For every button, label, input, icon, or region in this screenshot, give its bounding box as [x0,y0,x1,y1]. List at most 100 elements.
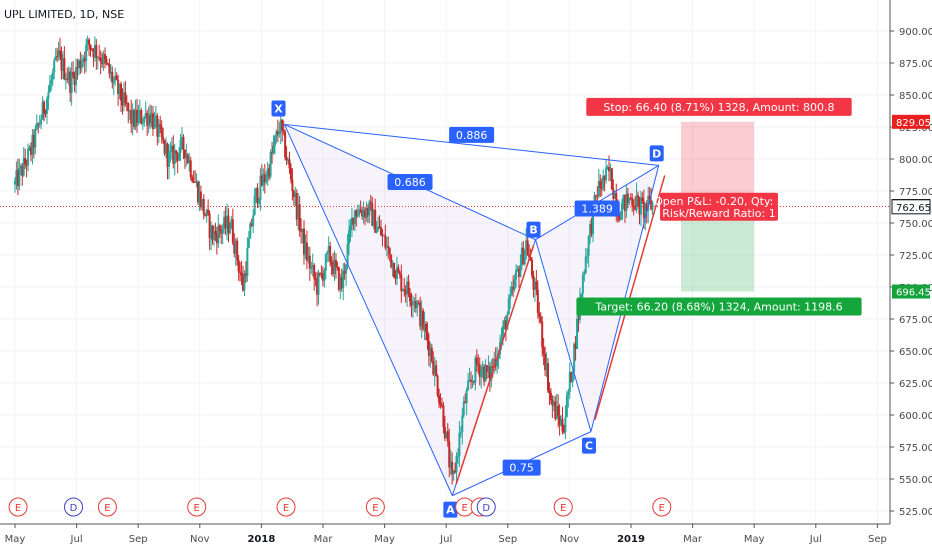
pattern-point-a[interactable] [443,501,458,518]
candle-body [246,247,249,277]
dividend-icon[interactable] [64,497,84,517]
pattern-point-x[interactable] [271,100,286,117]
candle-body [316,280,319,295]
pattern-point-label: D [652,147,661,160]
candle-body [519,265,522,277]
candle-body [436,376,439,396]
candle-body [406,281,409,295]
candle-body [603,175,606,181]
candle-body [122,92,125,106]
candle-body [326,251,329,254]
candle-body [146,112,149,126]
candle-body [305,242,308,261]
candle-body [510,286,513,295]
earnings-icon[interactable] [652,497,672,517]
x-tick-label: Mar [683,534,703,545]
candle-body [417,302,420,304]
pattern-point-b[interactable] [526,221,541,238]
candle-body [117,79,120,94]
pattern-point-label: B [529,224,537,237]
candle-body [265,178,268,183]
price-axis[interactable] [890,0,932,550]
candle-body [63,58,66,80]
candle-body [618,212,621,221]
candle-body [385,246,388,248]
candle-body [74,67,77,86]
candle-body [292,191,295,198]
candle-body [592,205,595,235]
candle-body [532,275,535,290]
candle-body [345,264,348,274]
candle-body [561,419,564,432]
candle-body [429,347,432,356]
earnings-icon[interactable] [187,497,207,517]
earnings-icon[interactable] [365,497,385,517]
candle-body [391,262,394,268]
y-tick-label: 675.00 [899,315,932,326]
candle-body [149,114,152,124]
candle-body [583,272,586,276]
event-letter: E [560,503,566,514]
candle-body [59,50,62,54]
candle-body [204,214,207,217]
candle-body [594,195,597,197]
x-tick-label: 2019 [617,534,645,545]
earnings-icon[interactable] [553,497,573,517]
candle-body [199,191,202,208]
candle-body [443,427,446,439]
candle-body [581,275,584,294]
candle-body [484,365,487,382]
candle-body [576,318,579,350]
candle-body [111,71,114,84]
candle-body [468,379,471,381]
candle-body [342,270,345,289]
candle-body [448,441,451,468]
earnings-icon[interactable] [97,497,117,517]
stop-label: Stop: 66.40 (8.71%) 1328, Amount: 800.8 [603,101,834,114]
candle-body [475,357,478,364]
candle-body [138,110,141,114]
earnings-icon[interactable] [8,497,28,517]
candle-body [263,174,266,183]
candle-body [90,49,93,51]
candle-body [416,302,419,309]
candle-body [262,174,265,186]
candle-body [128,110,131,112]
candle-body [28,147,31,149]
candle-body [130,110,133,124]
candle-body [205,209,208,217]
candle-body [369,201,372,204]
candle-body [590,224,593,235]
candle-body [327,246,330,252]
event-letter: E [462,503,468,514]
candle-body [557,405,560,416]
candle-body [134,109,137,127]
candle-body [544,353,547,371]
candle-body [234,240,237,254]
candle-body [16,170,19,187]
candle-body [56,56,59,58]
pattern-point-c[interactable] [581,437,596,454]
candle-body [554,401,557,419]
candle-body [153,117,156,129]
candle-body [314,278,317,281]
candle-body [95,45,98,58]
candle-body [526,240,529,256]
candle-body [298,204,301,231]
candle-body [175,150,178,154]
earnings-icon[interactable] [276,497,296,517]
candle-body [14,181,16,185]
candle-body [483,366,486,382]
candle-body [413,301,416,303]
candle-body [528,255,531,258]
dividend-icon[interactable] [476,497,496,517]
candle-body [549,392,552,401]
candle-body [481,366,484,370]
candle-body [565,395,568,417]
candle-body [371,203,374,226]
candle-body [334,259,337,267]
price-tag-label: 829.05 [896,118,931,129]
candle-body [294,193,297,198]
pattern-point-d[interactable] [649,145,664,162]
